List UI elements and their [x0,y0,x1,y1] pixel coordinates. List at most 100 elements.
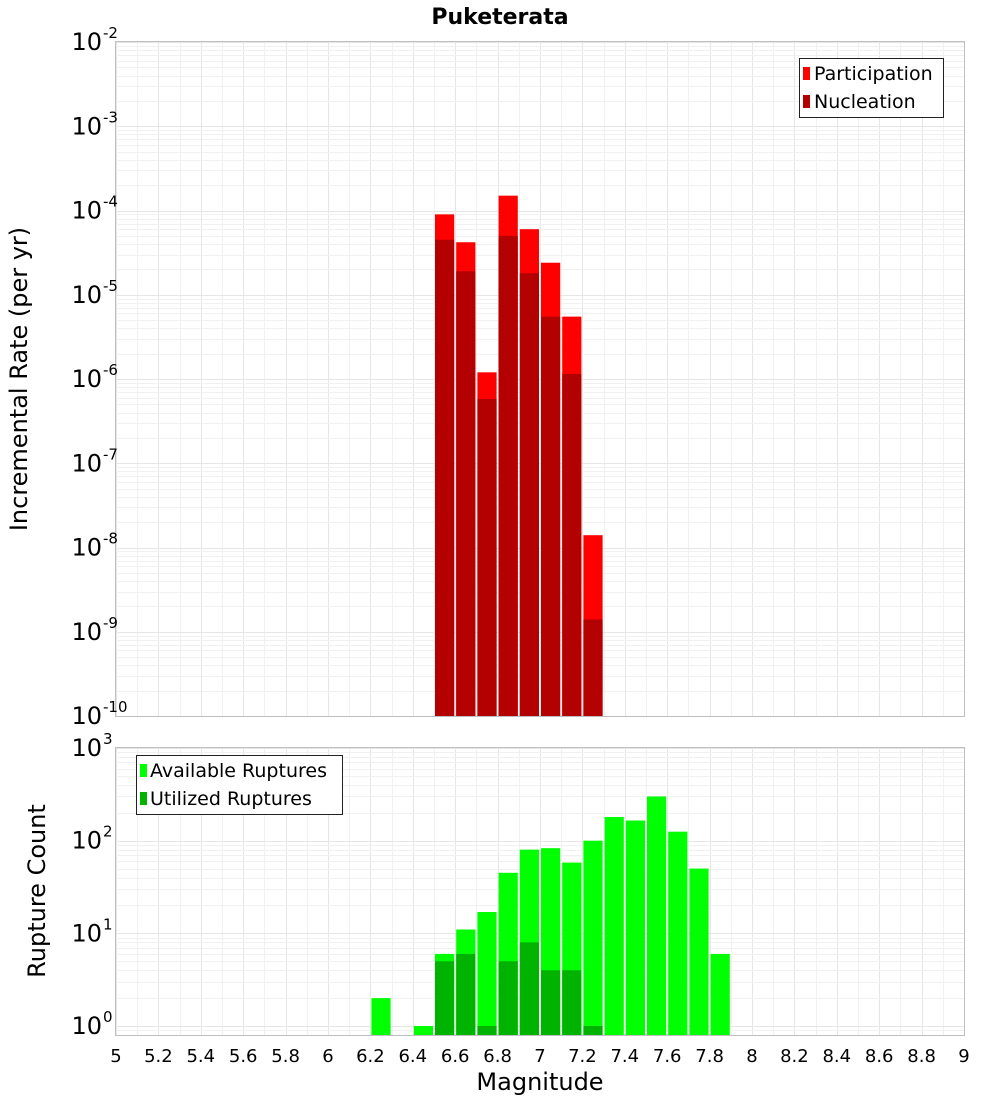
y-tick-base: 10 [71,112,102,140]
bar-utilized-ruptures [562,970,582,1035]
bar-available-ruptures [604,817,624,1035]
bar-available-ruptures [583,840,603,1035]
top-y-ticks: 10-210-310-410-510-610-710-810-910-10 [71,24,127,730]
top-y-axis-label: Incremental Rate (per yr) [5,227,33,531]
bar-utilized-ruptures [541,970,561,1035]
bar-nucleation [435,239,455,716]
x-tick-label: 5.2 [144,1046,173,1067]
x-tick-label: 8.8 [907,1046,936,1067]
x-tick-label: 5.6 [229,1046,258,1067]
top-plot-frame [115,41,965,717]
y-tick-base: 10 [71,827,102,855]
top-panel: Puketerata 10 -210 -310 -410 -510 -610 -710 -81… [5,5,965,730]
y-tick-label: 10 -8 [71,530,118,562]
x-tick-label: 6.8 [483,1046,512,1067]
y-tick-base: 10 [71,449,102,477]
bar-utilized-ruptures [456,953,476,1035]
y-tick-exponent: 1 [103,915,113,933]
y-tick-label: 10 -5 [71,277,118,309]
top-legend-box [799,58,944,118]
x-axis-label: Magnitude [476,1068,603,1096]
bottom-y-axis-label: Rupture Count [23,804,51,978]
y-tick-base: 10 [71,919,102,947]
legend-swatch-available-ruptures [140,764,147,777]
y-tick-label: 10 3 [71,730,112,762]
y-tick-base: 10 [71,197,102,225]
bottom-bars [371,796,730,1035]
y-tick-label: 10 -3 [71,108,118,140]
top-legend: Participation Nucleation [799,58,944,118]
y-tick-label: 10 -2 [71,24,118,56]
bar-nucleation [498,235,518,717]
y-tick-exponent: -6 [103,361,118,379]
x-tick-label: 6.2 [356,1046,385,1067]
x-tick-label: 6 [322,1046,333,1067]
y-tick-label: 10 -7 [71,445,118,477]
bar-nucleation [562,373,582,716]
bar-available-ruptures [689,868,709,1035]
y-tick-label: 10 -6 [71,361,118,393]
bar-utilized-ruptures [435,961,455,1035]
x-tick-label: 7.8 [695,1046,724,1067]
y-tick-exponent: -2 [103,24,118,42]
bar-available-ruptures [371,998,391,1035]
y-tick-exponent: 2 [103,823,113,841]
y-tick-base: 10 [71,1012,102,1040]
bar-utilized-ruptures [477,1026,497,1035]
y-tick-label: 10 -10 [71,698,127,730]
bar-nucleation [456,271,476,716]
y-tick-exponent: -3 [103,108,118,126]
bar-nucleation [477,398,497,716]
legend-label-nucleation: Nucleation [814,91,916,113]
bar-nucleation [519,273,539,716]
bar-available-ruptures [477,911,497,1035]
y-tick-base: 10 [71,702,102,730]
x-tick-label: 8 [746,1046,757,1067]
x-tick-label: 8.6 [865,1046,894,1067]
bar-utilized-ruptures [498,961,518,1035]
x-tick-label: 8.2 [780,1046,809,1067]
y-tick-base: 10 [71,618,102,646]
bar-nucleation [583,619,603,716]
top-bars [435,195,603,717]
y-tick-label: 10 0 [71,1008,112,1040]
bar-nucleation [541,316,561,716]
y-tick-label: 10 -9 [71,614,118,646]
bar-available-ruptures [647,796,667,1035]
x-tick-label: 5.8 [271,1046,300,1067]
x-tick-label: 7.2 [568,1046,597,1067]
y-tick-base: 10 [71,28,102,56]
bottom-plot-frame [115,747,965,1036]
y-tick-exponent: 3 [103,730,113,748]
y-tick-label: 10 2 [71,823,112,855]
y-tick-label: 10 -4 [71,193,118,225]
y-tick-label: 10 1 [71,915,112,947]
x-tick-label: 9 [958,1046,969,1067]
y-tick-base: 10 [71,281,102,309]
y-tick-exponent: -9 [103,614,118,632]
y-tick-base: 10 [71,734,102,762]
x-tick-label: 6.4 [398,1046,427,1067]
y-tick-exponent: 0 [103,1008,113,1026]
y-tick-exponent: -10 [103,698,128,716]
legend-label-available-ruptures: Available Ruptures [150,760,327,782]
bar-utilized-ruptures [583,1026,603,1035]
x-tick-label: 7.4 [610,1046,639,1067]
x-tick-label: 8.4 [822,1046,851,1067]
legend-swatch-participation [803,67,810,80]
chart-title: Puketerata [431,5,568,30]
top-grid [116,42,965,717]
x-tick-label: 6.6 [441,1046,470,1067]
legend-label-participation: Participation [814,63,933,85]
bottom-legend: Available Ruptures Utilized Ruptures [136,755,343,815]
legend-swatch-utilized-ruptures [140,792,147,805]
x-tick-label: 5 [110,1046,121,1067]
bar-available-ruptures [413,1026,433,1035]
y-tick-exponent: -7 [103,445,118,463]
bottom-legend-box [136,755,343,815]
bar-utilized-ruptures [519,942,539,1035]
x-tick-label: 7 [534,1046,545,1067]
